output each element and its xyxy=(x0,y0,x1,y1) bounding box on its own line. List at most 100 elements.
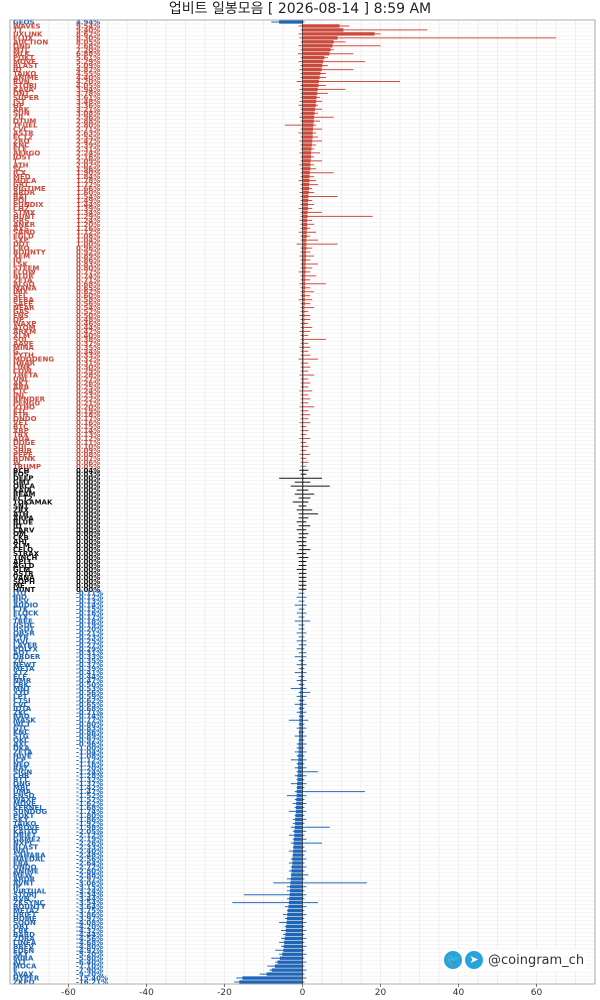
ticker-label: RENDER xyxy=(13,395,46,403)
pct-label: -4.92% xyxy=(76,947,103,955)
pct-label: 0.06% xyxy=(76,459,100,467)
ticker-label: HIVE xyxy=(13,752,32,760)
bar xyxy=(298,734,303,738)
pct-label: 0.00% xyxy=(76,566,100,574)
pct-label: -4.20% xyxy=(76,923,103,931)
x-tick-label: -60 xyxy=(61,988,76,998)
ticker-label: KNC xyxy=(13,729,29,737)
ticker-label: ETH xyxy=(13,411,29,419)
pct-label: -1.12% xyxy=(76,756,103,764)
label-layer: GEOS 4.94%WAVES 9.54%TT 9.40%UXLINK 8.62%FLU… xyxy=(12,18,108,986)
pct-label: 0.00% xyxy=(76,562,100,570)
ticker-label: MOVE xyxy=(13,800,36,808)
ticker-label: AHI xyxy=(13,538,27,546)
bar xyxy=(302,67,322,72)
ticker-label: KERNEL xyxy=(13,804,44,812)
ticker-label: USDT xyxy=(13,625,35,633)
pct-label: -2.80% xyxy=(76,867,103,875)
telegram-icon: ➤ xyxy=(465,951,483,969)
ticker-label: RAY xyxy=(13,764,29,772)
ticker-label: BARD xyxy=(13,931,35,939)
ticker-label: SHIB xyxy=(13,447,32,455)
bar xyxy=(299,714,303,718)
pct-label: 0.00% xyxy=(76,578,100,586)
bar xyxy=(302,36,338,40)
pct-label: -0.39% xyxy=(76,665,103,673)
pct-label: 2.88% xyxy=(76,118,100,126)
ticker-label: ATH xyxy=(13,510,29,518)
ticker-label: AXL xyxy=(13,740,29,748)
ticker-label: SXP xyxy=(13,237,29,245)
pct-label: -0.89% xyxy=(76,733,103,741)
bar xyxy=(302,329,305,334)
pct-label: 4.05% xyxy=(76,82,100,90)
pct-label: -0.20% xyxy=(76,625,103,633)
ticker-label: MINA xyxy=(13,344,34,352)
ticker-label: STG xyxy=(13,733,29,741)
bar xyxy=(295,821,303,825)
bar xyxy=(302,52,330,56)
ticker-label: CKB xyxy=(13,534,29,542)
bar xyxy=(290,885,303,889)
ticker-label: ARDR xyxy=(13,875,36,883)
pct-label: -3.75% xyxy=(76,907,103,915)
pct-label: 3.48% xyxy=(76,98,100,106)
ticker-label: TRX xyxy=(13,431,29,439)
brand-badge: 🐦 ➤ @coingram_ch xyxy=(442,949,587,971)
pct-label: 4.55% xyxy=(76,70,100,78)
ticker-label: BCH xyxy=(13,467,29,475)
pct-label: 3.36% xyxy=(76,102,100,110)
pct-label: 0.11% xyxy=(76,439,100,447)
pct-label: -0.21% xyxy=(76,629,103,637)
pct-label: 0.10% xyxy=(76,443,100,451)
ticker-label: MANA xyxy=(13,284,37,292)
pct-label: 0.00% xyxy=(76,483,100,491)
bar xyxy=(302,385,304,389)
pct-label: -0.16% xyxy=(76,610,103,618)
pct-label: 0.05% xyxy=(76,463,100,471)
ticker-label: BREV xyxy=(13,943,35,951)
pct-label: -2.88% xyxy=(76,871,103,879)
ticker-label: AUDIO xyxy=(13,602,38,610)
pct-label: 0.37% xyxy=(76,340,100,348)
pct-label: -15.40% xyxy=(76,975,108,983)
ticker-label: ZKC xyxy=(13,709,28,717)
bar xyxy=(297,774,303,778)
pct-label: -1.28% xyxy=(76,772,103,780)
ticker-label: LPT xyxy=(13,693,28,701)
pct-label: 0.00% xyxy=(76,582,100,590)
pct-label: 2.71% xyxy=(76,126,100,134)
pct-label: -0.35% xyxy=(76,657,103,665)
ticker-label: CRO xyxy=(13,245,30,253)
pct-label: 0.27% xyxy=(76,376,100,384)
ticker-label: MNT xyxy=(13,685,31,693)
pct-label: 5.29% xyxy=(76,58,100,66)
ticker-label: XEM xyxy=(13,253,30,261)
pct-label: -3.54% xyxy=(76,899,103,907)
ticker-label: SOPH xyxy=(13,578,35,586)
ticker-label: SUNDOG xyxy=(13,808,47,816)
ticker-label: ONDO xyxy=(13,415,37,423)
pct-label: -1.47% xyxy=(76,788,103,796)
pct-label: 2.02% xyxy=(76,161,100,169)
bar xyxy=(302,99,317,103)
pct-label: 0.29% xyxy=(76,368,100,376)
ticker-label: KNC xyxy=(13,141,29,149)
ticker-label: CARV xyxy=(13,526,35,534)
ticker-label: SKY xyxy=(13,816,29,824)
ticker-label: W xyxy=(13,459,21,467)
bar xyxy=(286,920,303,925)
bar xyxy=(302,365,304,369)
pct-label: -3.86% xyxy=(76,911,103,919)
bar xyxy=(302,290,305,294)
bar xyxy=(286,916,303,921)
ticker-label: MASK xyxy=(13,717,36,725)
pct-label: 1.60% xyxy=(76,189,100,197)
pct-label: 0.00% xyxy=(76,550,100,558)
ticker-label: ASTR xyxy=(13,570,34,578)
ticker-label: ANKR xyxy=(13,221,36,229)
pct-label: 0.56% xyxy=(76,300,100,308)
ticker-label: MOCA xyxy=(13,177,37,185)
ticker-label: KAVA xyxy=(13,86,34,94)
pct-label: -1.52% xyxy=(76,792,103,800)
